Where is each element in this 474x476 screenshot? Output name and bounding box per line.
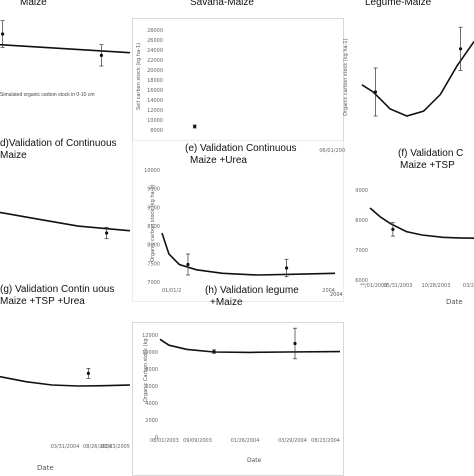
panel-h-xtick: 08/01/2003 — [150, 438, 179, 444]
caption-a: Maize — [20, 0, 47, 8]
panel-b-obs-point — [193, 124, 197, 129]
panel-d-obs-point — [105, 231, 109, 235]
panel-h-obs-point — [293, 341, 297, 346]
panel-a-obs-point — [99, 53, 103, 57]
panel-e-xtick: 2004 — [322, 288, 335, 294]
panel-f-xtick: 03/2 — [463, 283, 474, 289]
caption-d-line1: d)Validation of Continuous — [0, 138, 117, 149]
panel-h-ytick: 2000 — [145, 418, 158, 424]
panel-b-ytick: 24000 — [147, 48, 163, 54]
panel-h-ytick: 6000 — [145, 384, 158, 390]
panel-h-ytick: 12000 — [142, 333, 158, 339]
panel-f-ytick: 9000 — [355, 188, 368, 194]
panel-b-ytick: 22000 — [147, 58, 163, 64]
caption-g-line1: (g) Validation Contin uous — [0, 284, 115, 295]
panel-c-obs-point — [458, 47, 463, 51]
caption-e-line1: (e) Validation Continuous — [185, 143, 297, 154]
panel-h-xtick: 03/29/2004 — [278, 438, 307, 444]
panel-e-obs-point — [186, 262, 190, 267]
panel-b-ytick: 28000 — [147, 28, 163, 34]
panel-g-sim-line — [0, 375, 131, 387]
caption-c: Legume-Maize — [365, 0, 432, 8]
panel-g-xlabel: Date — [37, 464, 54, 472]
caption-d-line2: Maize — [0, 150, 27, 161]
panel-b-ytick: 14000 — [147, 98, 163, 104]
panel-h-sim-line — [159, 338, 341, 354]
panel-h-ytick: 10000 — [142, 350, 158, 356]
panel-g-xtick: 03/31/2004 — [51, 444, 80, 450]
panel-f-ytick: 7000 — [355, 248, 368, 254]
caption-g-line2: Maize +TSP +Urea — [0, 296, 85, 307]
panel-b-ytick: 10000 — [147, 118, 163, 124]
panel-c-obs-point — [373, 90, 378, 94]
panel-b-ytick: 16000 — [147, 88, 163, 94]
panel-b-ytick: 8000 — [150, 128, 163, 134]
caption-b: Savana-Maize — [190, 0, 254, 8]
panel-g-xtick: 08/26/2004 — [83, 444, 112, 450]
panel-e-ytick: 9000 — [147, 205, 160, 211]
panel-e-corner: 2004 — [330, 292, 343, 298]
panel-b-ytick: 18000 — [147, 78, 163, 84]
panel-e-ytick: 8000 — [147, 243, 160, 249]
panel-e-xtick: 01/01/2 — [162, 288, 181, 294]
caption-h-line1: (h) Validation legume — [205, 285, 299, 296]
panel-e-ytick: 7000 — [147, 280, 160, 286]
panel-b-ytick: 20000 — [147, 68, 163, 74]
panel-c-sim-line — [361, 41, 474, 117]
panel-e-ytick: 8500 — [147, 224, 160, 230]
panel-h-obs-point — [212, 349, 216, 354]
panel-h-ytick: 4000 — [145, 401, 158, 407]
panel-f-xtick: **/01/2003 — [360, 283, 387, 289]
panel-f-sim-line — [369, 207, 474, 239]
panel-d-sim-line — [0, 211, 131, 232]
caption-h-line2: +Maize — [210, 297, 243, 308]
caption-e-line2: Maize +Urea — [190, 155, 247, 166]
panel-f-xlabel: Date — [446, 298, 463, 306]
panel-f-xtick: 05/31/2003 — [384, 283, 413, 289]
panel-h-xlabel: Date — [247, 457, 262, 464]
panel-h-xtick: 09/09/2003 — [183, 438, 212, 444]
panel-b-ytick: 26000 — [147, 38, 163, 44]
panel-f-ytick: 8000 — [355, 218, 368, 224]
panel-f-xtick: 10/28/2003 — [422, 283, 451, 289]
panel-e-sim-line — [161, 232, 336, 276]
panel-a-obs-point — [0, 32, 5, 36]
panel-e-ytick: 10000 — [144, 168, 160, 174]
panel-c-xtick: 06/01/200 — [319, 148, 345, 154]
panel-h-xtick: 01/26/2004 — [231, 438, 260, 444]
panel-h-xtick: 08/23/2004 — [311, 438, 340, 444]
panel-a-sim-line — [0, 43, 131, 54]
caption-a-note: Simulated organic carbon stock in 0-10 c… — [0, 92, 95, 98]
panel-f-ytick: 6000 — [355, 278, 368, 284]
panel-e-ytick: 7500 — [147, 261, 160, 267]
panel-h-ytick: 0 — [155, 435, 158, 441]
panel-h-ytick: 8000 — [145, 367, 158, 373]
panel-b-frame — [132, 18, 344, 144]
caption-f-line1: (f) Validation C — [398, 148, 464, 159]
panel-g-obs-point — [86, 371, 90, 375]
caption-f-line2: Maize +TSP — [400, 160, 455, 171]
panel-e-ytick: 9500 — [147, 187, 160, 193]
panel-e-obs-point — [284, 266, 289, 270]
panel-e-frame — [132, 140, 344, 302]
panel-g-xtick: 01/23/2005 — [101, 444, 130, 450]
panel-b-ytick: 12000 — [147, 108, 163, 114]
panel-f-obs-point — [391, 227, 395, 231]
